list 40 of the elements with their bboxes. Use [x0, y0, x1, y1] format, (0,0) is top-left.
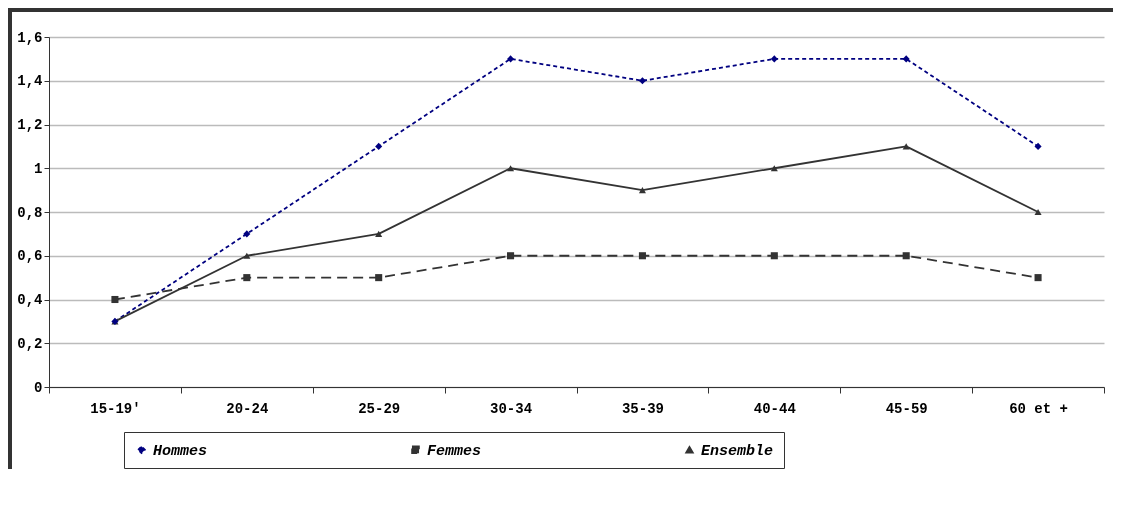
y-tick-label: 0,4 [17, 292, 43, 308]
y-tick-label: 0,8 [17, 204, 43, 221]
x-tick-label: 35-39 [621, 400, 664, 417]
y-tick-label: 0,6 [17, 248, 43, 265]
x-tick-label: 20-24 [226, 400, 269, 417]
legend-label: Ensemble [701, 442, 774, 460]
x-tick-label: 40-44 [753, 400, 796, 417]
point [111, 295, 119, 304]
point [1034, 208, 1042, 216]
y-tick-label: 1,6 [17, 29, 43, 46]
x-tick-label: 15-19' [90, 400, 141, 417]
point [243, 252, 251, 259]
legend-label: Hommes [153, 442, 208, 460]
y-tick-label: 1,4 [17, 73, 43, 90]
point [638, 252, 646, 260]
y-tick-label: 0,2 [17, 335, 43, 352]
point [1034, 142, 1042, 150]
point [243, 274, 251, 282]
x-tick-label: 30-34 [490, 400, 533, 417]
x-tick-label: 60 et + [1009, 400, 1068, 417]
point [507, 55, 515, 63]
point [507, 165, 515, 172]
point [243, 230, 251, 238]
point [638, 77, 646, 85]
y-tick-label: 0 [34, 379, 43, 396]
y-tick-label: 1 [34, 160, 43, 177]
point [375, 274, 383, 282]
x-tick-label: 45-59 [885, 400, 928, 417]
point [507, 252, 515, 260]
legend-label: Femmes [427, 442, 482, 460]
point [770, 252, 778, 260]
point [902, 55, 910, 63]
point [375, 142, 383, 150]
point [638, 187, 646, 194]
x-tick-label: 25-29 [358, 400, 401, 417]
point [1034, 274, 1042, 282]
y-tick-label: 1,2 [17, 117, 43, 133]
point [902, 252, 910, 260]
point [770, 55, 778, 63]
point [375, 230, 383, 237]
